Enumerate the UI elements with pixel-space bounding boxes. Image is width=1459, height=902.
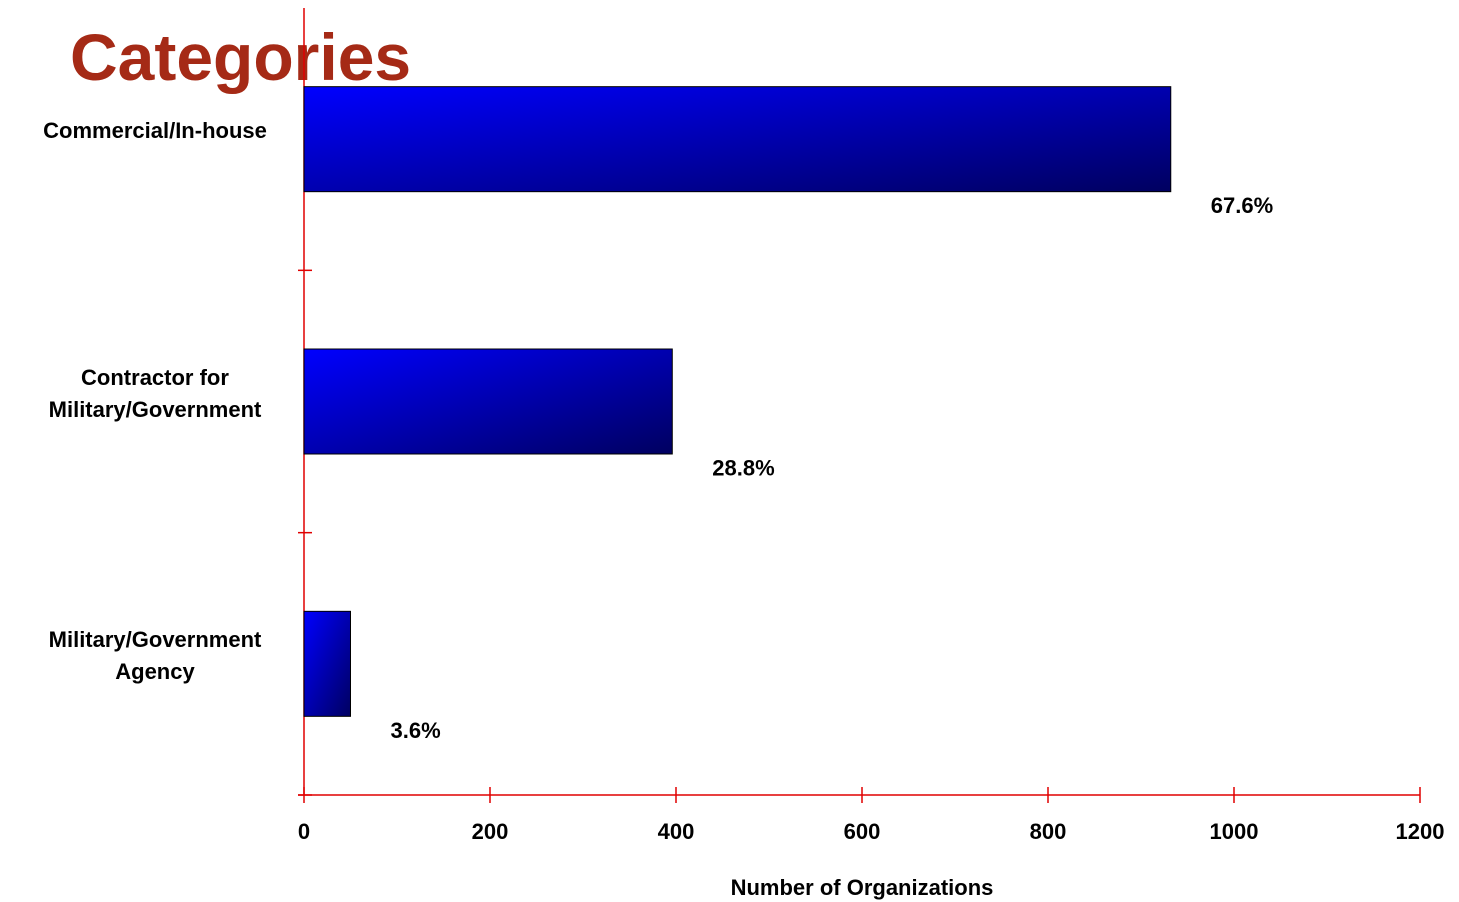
- x-tick-label: 0: [298, 819, 310, 844]
- x-tick-label: 800: [1030, 819, 1067, 844]
- bar: [303, 348, 673, 455]
- x-tick-label: 1000: [1210, 819, 1259, 844]
- x-tick-label: 200: [472, 819, 509, 844]
- value-label: 3.6%: [391, 718, 441, 743]
- x-axis-label: Number of Organizations: [731, 875, 994, 900]
- category-label: Commercial/In-house: [43, 118, 267, 144]
- value-label: 67.6%: [1211, 193, 1273, 218]
- category-label: Military/Government Agency: [48, 626, 262, 684]
- category-label: Contractor for Military/Government: [48, 364, 262, 422]
- x-tick-label: 400: [658, 819, 695, 844]
- x-tick-label: 600: [844, 819, 881, 844]
- bar: [303, 86, 1172, 193]
- x-tick-label: 1200: [1396, 819, 1445, 844]
- chart-title: Categories: [70, 20, 411, 94]
- value-label: 28.8%: [712, 456, 774, 481]
- bar: [303, 610, 351, 717]
